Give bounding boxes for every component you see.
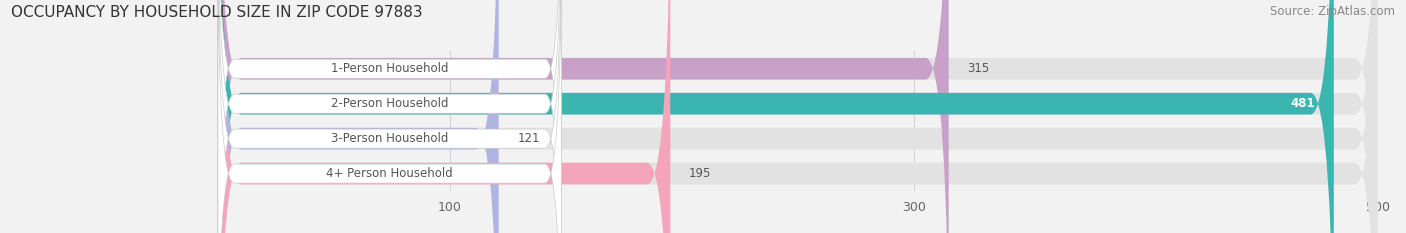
Text: Source: ZipAtlas.com: Source: ZipAtlas.com	[1270, 5, 1395, 18]
Text: OCCUPANCY BY HOUSEHOLD SIZE IN ZIP CODE 97883: OCCUPANCY BY HOUSEHOLD SIZE IN ZIP CODE …	[11, 5, 423, 20]
Text: 481: 481	[1291, 97, 1315, 110]
FancyBboxPatch shape	[218, 0, 671, 233]
Text: 3-Person Household: 3-Person Household	[330, 132, 449, 145]
Text: 121: 121	[517, 132, 540, 145]
FancyBboxPatch shape	[218, 0, 949, 233]
Text: 1-Person Household: 1-Person Household	[330, 62, 449, 75]
FancyBboxPatch shape	[218, 0, 561, 233]
FancyBboxPatch shape	[218, 0, 561, 233]
FancyBboxPatch shape	[218, 0, 1334, 233]
FancyBboxPatch shape	[218, 0, 1378, 233]
FancyBboxPatch shape	[218, 0, 499, 233]
Text: 4+ Person Household: 4+ Person Household	[326, 167, 453, 180]
FancyBboxPatch shape	[218, 0, 1378, 233]
Text: 315: 315	[967, 62, 990, 75]
FancyBboxPatch shape	[218, 0, 1378, 233]
FancyBboxPatch shape	[218, 0, 1378, 233]
FancyBboxPatch shape	[218, 0, 561, 233]
FancyBboxPatch shape	[218, 0, 561, 233]
Text: 2-Person Household: 2-Person Household	[330, 97, 449, 110]
Text: 195: 195	[689, 167, 711, 180]
